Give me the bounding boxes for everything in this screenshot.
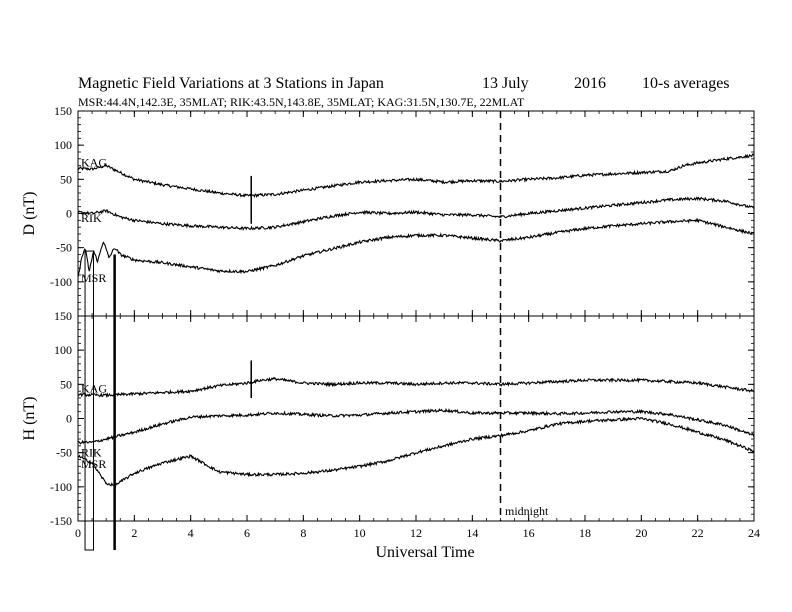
series-label-kag: KAG (81, 382, 107, 396)
x-tick-label: 22 (692, 526, 704, 540)
plot-frame (77, 315, 755, 522)
series-label-rik: RIK (81, 211, 102, 225)
series-line-kag (77, 153, 755, 199)
y-axis-label: D (nT) (21, 192, 38, 236)
x-tick-label: 2 (131, 526, 137, 540)
series-line-msr (77, 416, 755, 489)
x-tick-label: 12 (410, 526, 422, 540)
chart-averaging: 10-s averages (642, 75, 730, 92)
y-tick-label: -100 (50, 480, 72, 494)
y-tick-label: -100 (50, 275, 72, 289)
chart-title: Magnetic Field Variations at 3 Stations … (78, 75, 384, 92)
msr-gap-box (84, 250, 94, 551)
series-line-rik (77, 196, 755, 231)
x-tick-label: 10 (354, 526, 366, 540)
x-tick-label: 20 (635, 526, 647, 540)
x-tick-label: 16 (523, 526, 535, 540)
y-tick-label: 100 (54, 343, 72, 357)
y-tick-label: 50 (60, 377, 72, 391)
y-tick-label: 0 (66, 207, 72, 221)
x-tick-label: 6 (244, 526, 250, 540)
chart-year: 2016 (574, 75, 606, 92)
x-axis-label: Universal Time (375, 544, 474, 561)
series-line-kag (77, 376, 755, 398)
series-label-kag: KAG (81, 155, 107, 169)
y-tick-label: -150 (50, 514, 72, 528)
x-tick-label: 24 (748, 526, 760, 540)
chart-date: 13 July (482, 75, 529, 92)
series-line-msr (77, 217, 754, 278)
series-label-rik: RIK (81, 445, 102, 459)
y-tick-label: 150 (54, 309, 72, 323)
series-line-rik (77, 407, 755, 445)
stations-line: MSR:44.4N,142.3E, 35MLAT; RIK:43.5N,143.… (78, 95, 525, 109)
y-tick-label: 0 (66, 412, 72, 426)
x-tick-label: 14 (466, 526, 478, 540)
y-tick-label: 50 (60, 172, 72, 186)
y-axis-label: H (nT) (21, 397, 38, 441)
x-tick-label: 18 (579, 526, 591, 540)
y-tick-label: -50 (56, 241, 72, 255)
midnight-label: midnight (505, 504, 549, 518)
x-tick-label: 0 (75, 526, 81, 540)
y-tick-label: -50 (56, 446, 72, 460)
y-tick-label: 100 (54, 138, 72, 152)
plot-frame (77, 110, 755, 317)
x-tick-label: 8 (300, 526, 306, 540)
x-tick-label: 4 (188, 526, 194, 540)
y-tick-label: 150 (54, 104, 72, 118)
